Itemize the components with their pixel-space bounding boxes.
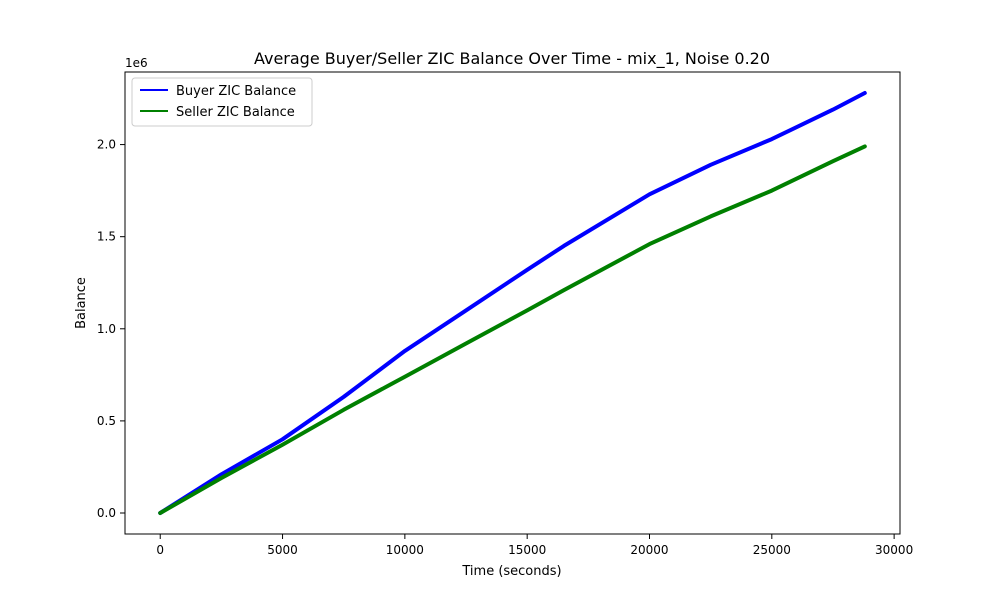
series-line-seller [158, 144, 867, 515]
legend-box [131, 77, 313, 127]
y-axis-label: Balance [74, 277, 89, 329]
x-tick-label: 0 [156, 543, 164, 557]
y-axis-ticks: 0.0 0.5 1.0 1.5 2.0 [97, 138, 125, 520]
y-tick-label: 0.0 [97, 506, 116, 520]
y-tick-label: 2.0 [97, 138, 116, 152]
y-axis-multiplier: 1e6 [125, 56, 148, 70]
x-axis-label: Time (seconds) [461, 564, 561, 579]
series-layer [158, 91, 867, 515]
x-tick-label: 15000 [508, 543, 546, 557]
chart-title: Average Buyer/Seller ZIC Balance Over Ti… [254, 49, 770, 69]
x-tick-label: 5000 [267, 543, 298, 557]
x-tick-label: 25000 [753, 543, 791, 557]
legend: Buyer ZIC Balance Seller ZIC Balance [131, 77, 313, 127]
legend-label-seller: Seller ZIC Balance [176, 105, 295, 120]
y-tick-label: 0.5 [97, 414, 116, 428]
x-tick-label: 20000 [630, 543, 668, 557]
plot-frame [124, 71, 901, 535]
y-tick-label: 1.0 [97, 322, 116, 336]
plot-area [124, 71, 901, 535]
legend-label-buyer: Buyer ZIC Balance [176, 84, 296, 99]
y-tick-label: 1.5 [97, 230, 116, 244]
x-tick-label: 10000 [386, 543, 424, 557]
series-line-buyer [158, 91, 867, 515]
x-axis-ticks: 0 5000 10000 15000 20000 25000 30000 [156, 534, 913, 557]
x-tick-label: 30000 [875, 543, 913, 557]
